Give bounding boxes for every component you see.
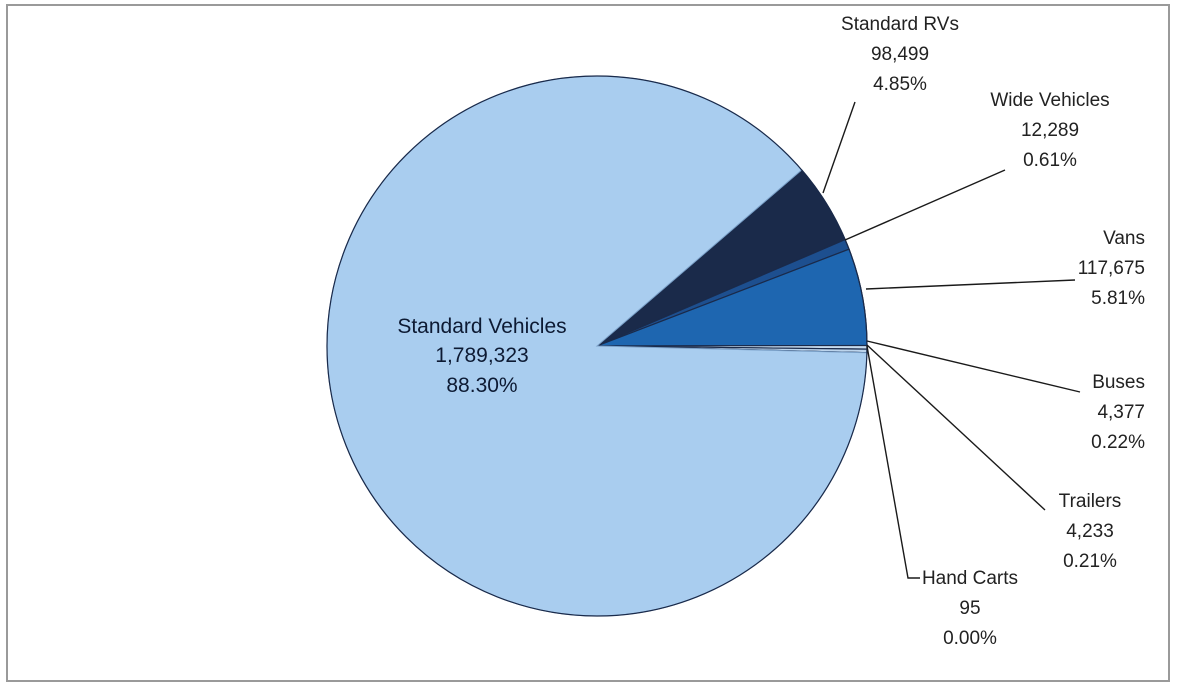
leader-line-standard-rvs (822, 101, 856, 194)
slice-label-count: 4,377 (1097, 402, 1145, 423)
slice-label-name: Standard Vehicles (397, 315, 566, 338)
leader-lines (822, 101, 1081, 579)
pie-slices (326, 75, 868, 617)
slice-label-percent: 4.85% (873, 74, 927, 95)
slice-label-count: 12,289 (1021, 120, 1079, 141)
slice-label-buses: Buses 4,377 0.22% (1091, 372, 1145, 453)
slice-label-count: 95 (959, 598, 980, 619)
leader-line-trailers (866, 344, 1046, 511)
leader-line-vans (865, 279, 1076, 290)
slice-label-count: 98,499 (871, 44, 929, 65)
slice-label-trailers: Trailers 4,233 0.21% (1059, 491, 1122, 572)
slice-label-hand-carts: Hand Carts 95 0.00% (922, 568, 1018, 649)
leader-line-wide-vehicles (844, 169, 1006, 241)
slice-label-percent: 5.81% (1091, 288, 1145, 309)
slice-label-name: Vans (1103, 228, 1145, 249)
slice-label-percent: 0.22% (1091, 432, 1145, 453)
slice-label-percent: 88.30% (446, 374, 517, 397)
slice-label-count: 4,233 (1066, 521, 1114, 542)
slice-label-count: 117,675 (1078, 258, 1145, 279)
slice-label-name: Wide Vehicles (990, 90, 1109, 111)
slice-label-name: Standard RVs (841, 14, 959, 35)
slice-label-name: Trailers (1059, 491, 1122, 512)
slice-label-vans: Vans 117,675 5.81% (1078, 228, 1145, 309)
slice-label-standard-vehicles: Standard Vehicles 1,789,323 88.30% (397, 315, 566, 397)
slice-label-name: Buses (1092, 372, 1145, 393)
slice-label-count: 1,789,323 (435, 344, 528, 367)
slice-label-percent: 0.00% (943, 628, 997, 649)
slice-label-standard-rvs: Standard RVs 98,499 4.85% (841, 14, 959, 95)
leader-line-hand-carts (866, 345, 920, 579)
slice-label-name: Hand Carts (922, 568, 1018, 589)
slice-label-percent: 0.21% (1063, 551, 1117, 572)
slice-label-percent: 0.61% (1023, 150, 1077, 171)
slice-label-wide-vehicles: Wide Vehicles 12,289 0.61% (990, 90, 1109, 171)
leader-line-buses (866, 340, 1081, 393)
